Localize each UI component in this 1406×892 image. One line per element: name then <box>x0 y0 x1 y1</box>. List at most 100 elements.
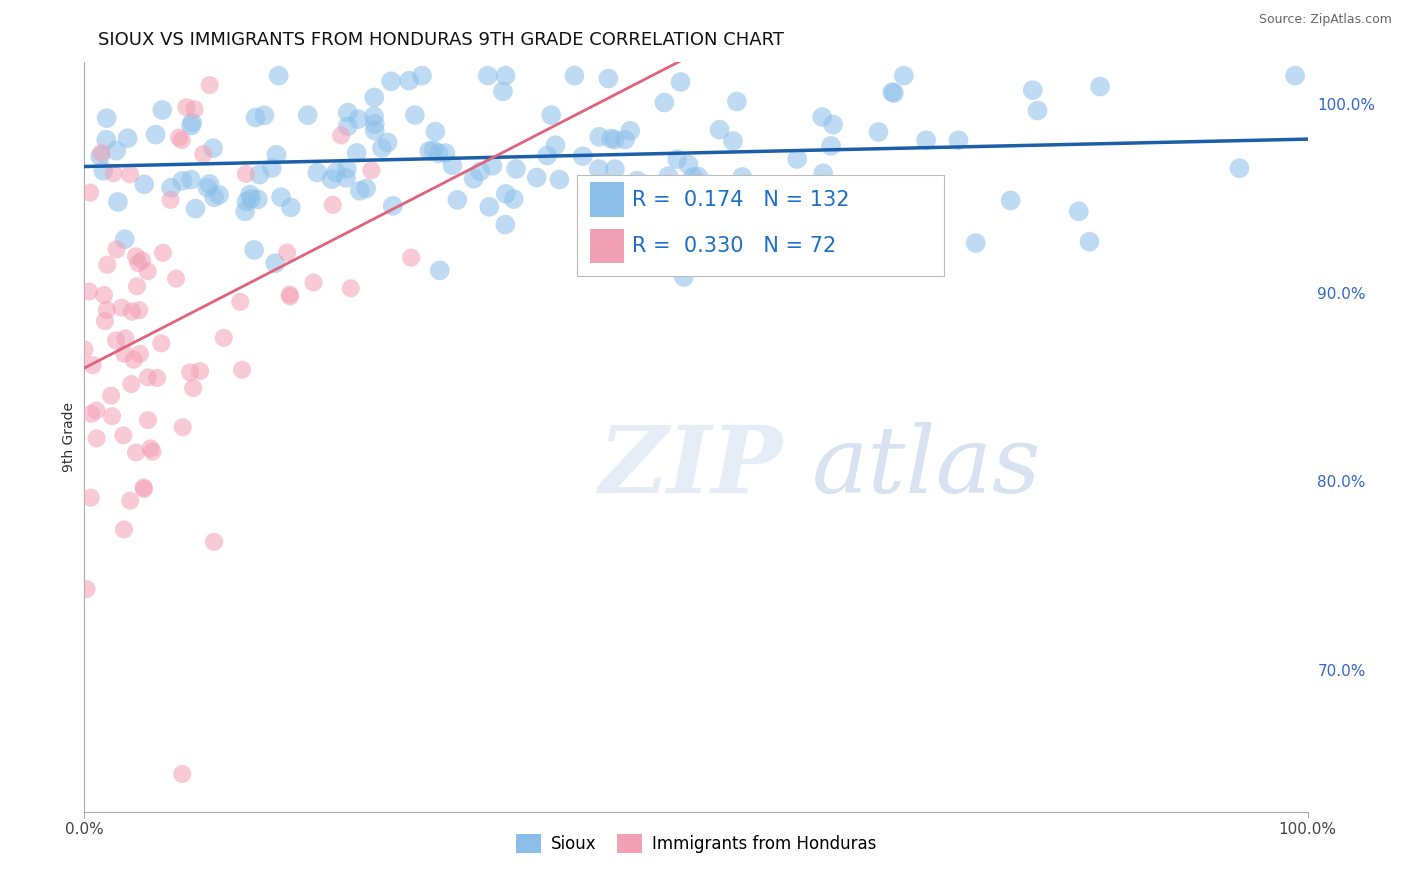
Point <box>198 177 221 191</box>
Point <box>494 69 516 83</box>
Point <box>346 145 368 160</box>
Point <box>233 204 256 219</box>
Point <box>823 118 845 132</box>
Point <box>495 186 517 201</box>
Point <box>121 304 143 318</box>
Point <box>229 294 252 309</box>
Point <box>193 147 215 161</box>
Point <box>1229 161 1251 176</box>
Point <box>89 149 111 163</box>
Point <box>101 409 124 424</box>
Point <box>96 133 118 147</box>
Point <box>600 131 623 145</box>
Point <box>494 218 516 232</box>
Point <box>544 138 567 153</box>
Point <box>120 377 142 392</box>
Point <box>363 109 385 123</box>
Point <box>536 148 558 162</box>
Point <box>150 103 173 117</box>
Point <box>672 270 695 285</box>
Point <box>112 523 135 537</box>
Point <box>197 180 219 194</box>
Point <box>129 347 152 361</box>
Point <box>721 223 744 237</box>
Point <box>572 149 595 163</box>
Point <box>866 194 889 208</box>
Point <box>427 146 450 161</box>
Point <box>463 171 485 186</box>
Point <box>893 69 915 83</box>
Point <box>104 334 127 348</box>
Point <box>188 364 211 378</box>
Point <box>404 108 426 122</box>
Point <box>336 161 359 176</box>
Point <box>118 168 141 182</box>
Point <box>564 69 586 83</box>
Point <box>280 200 302 214</box>
Point <box>122 352 145 367</box>
Point <box>725 95 748 109</box>
Point <box>588 129 610 144</box>
Point <box>502 192 524 206</box>
Point <box>302 276 325 290</box>
Point <box>270 190 292 204</box>
Y-axis label: 9th Grade: 9th Grade <box>62 402 76 472</box>
Point <box>811 110 834 124</box>
Point <box>114 232 136 246</box>
Point <box>235 194 257 209</box>
Point <box>105 144 128 158</box>
Point <box>322 198 344 212</box>
Point <box>669 75 692 89</box>
Point <box>666 152 689 166</box>
Point <box>434 146 457 161</box>
Text: R =  0.330   N = 72: R = 0.330 N = 72 <box>633 236 837 256</box>
Point <box>614 132 637 146</box>
Point <box>136 370 159 384</box>
Point <box>813 166 835 180</box>
Point <box>117 131 139 145</box>
Point <box>239 192 262 206</box>
Point <box>1078 235 1101 249</box>
Point <box>235 167 257 181</box>
Point <box>883 86 905 100</box>
Point <box>212 331 235 345</box>
Point <box>94 314 117 328</box>
Point <box>441 158 464 172</box>
Point <box>1026 103 1049 118</box>
Point <box>266 148 288 162</box>
Point <box>267 69 290 83</box>
Point <box>76 582 98 596</box>
Point <box>915 133 938 147</box>
Point <box>128 303 150 318</box>
Point <box>202 190 225 204</box>
Point <box>181 381 204 395</box>
Point <box>276 245 298 260</box>
Point <box>477 69 499 83</box>
Point <box>231 363 253 377</box>
Point <box>184 202 207 216</box>
Point <box>165 271 187 285</box>
Point <box>321 172 343 186</box>
Point <box>202 141 225 155</box>
Legend: Sioux, Immigrants from Honduras: Sioux, Immigrants from Honduras <box>509 827 883 860</box>
Point <box>77 285 100 299</box>
Point <box>882 85 904 99</box>
Point <box>349 184 371 198</box>
Point <box>82 358 104 372</box>
Point <box>96 111 118 125</box>
Point <box>111 301 134 315</box>
Point <box>330 128 353 143</box>
Point <box>380 74 402 88</box>
Point <box>478 200 501 214</box>
Text: R =  0.174   N = 132: R = 0.174 N = 132 <box>633 190 849 210</box>
Point <box>145 128 167 142</box>
Point <box>336 119 359 133</box>
Point <box>132 480 155 494</box>
Point <box>717 182 740 196</box>
Point <box>598 71 620 86</box>
Point <box>136 264 159 278</box>
Point <box>418 144 440 158</box>
Point <box>141 444 163 458</box>
Point <box>246 192 269 206</box>
Point <box>134 178 156 192</box>
